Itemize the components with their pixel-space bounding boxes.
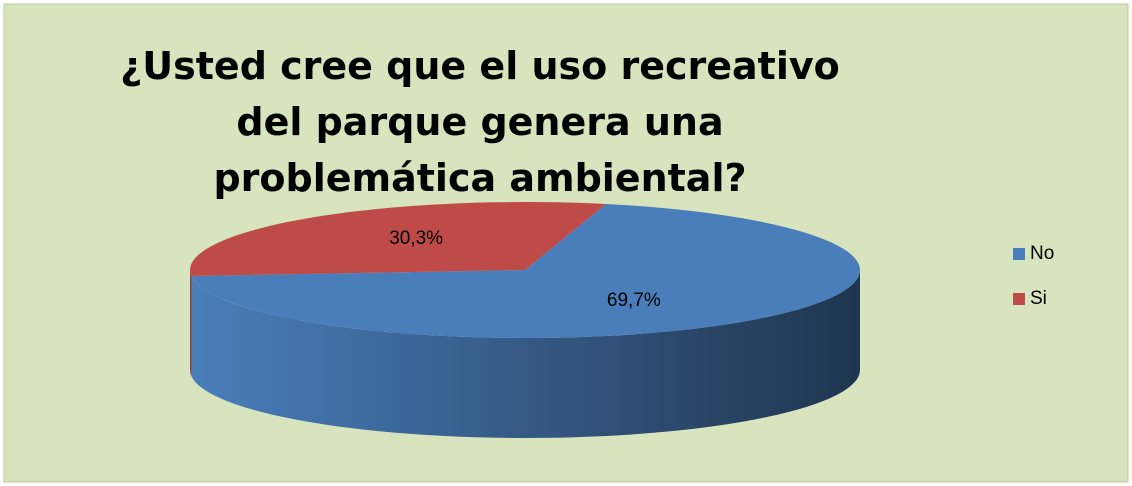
pie-slice: [190, 202, 607, 277]
legend-swatch: [1013, 293, 1025, 305]
data-label: 69,7%: [607, 290, 661, 311]
legend-label: Si: [1030, 288, 1047, 309]
chart-title: ¿Usted cree que el uso recreativo del pa…: [120, 44, 840, 200]
legend-swatch: [1013, 248, 1025, 260]
data-label: 30,3%: [389, 228, 443, 249]
pie-slice: [191, 204, 860, 338]
legend-label: No: [1030, 243, 1054, 264]
slice-side: [191, 270, 861, 439]
slice-side: [190, 270, 192, 377]
